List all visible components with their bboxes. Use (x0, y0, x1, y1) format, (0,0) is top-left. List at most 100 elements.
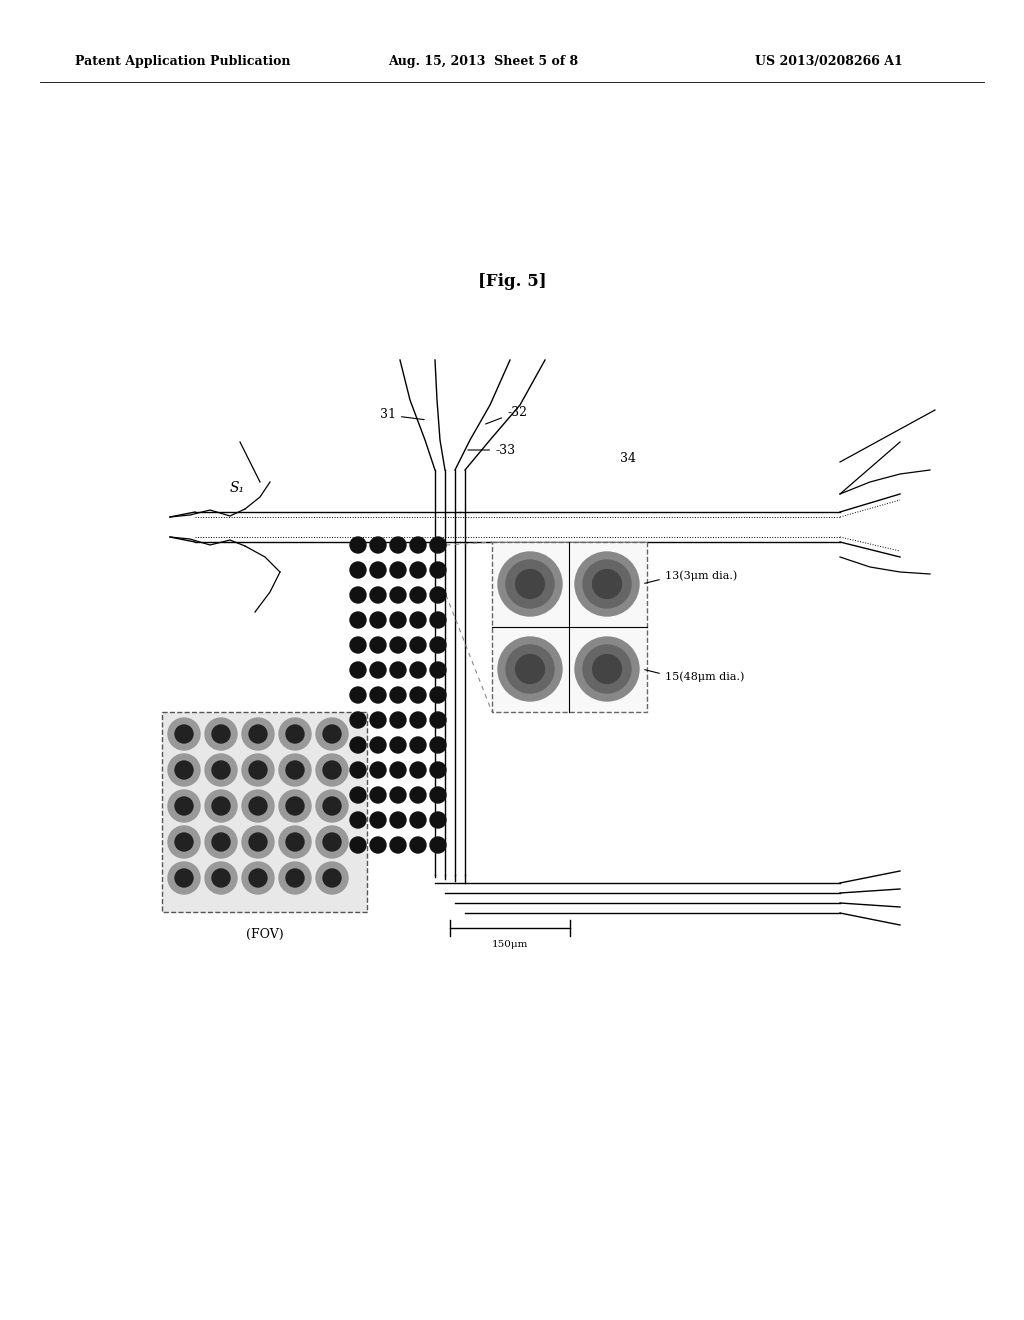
Circle shape (370, 612, 386, 628)
Circle shape (370, 686, 386, 704)
Circle shape (390, 837, 406, 853)
Circle shape (410, 711, 426, 729)
Circle shape (350, 737, 366, 752)
Circle shape (430, 663, 446, 678)
Text: -32: -32 (485, 405, 527, 424)
Circle shape (249, 833, 267, 851)
Circle shape (390, 663, 406, 678)
Circle shape (350, 562, 366, 578)
Circle shape (430, 638, 446, 653)
Circle shape (350, 537, 366, 553)
Circle shape (205, 718, 237, 750)
Circle shape (316, 826, 348, 858)
Circle shape (370, 587, 386, 603)
Circle shape (410, 686, 426, 704)
Circle shape (323, 725, 341, 743)
Circle shape (205, 754, 237, 785)
FancyBboxPatch shape (492, 543, 647, 711)
Circle shape (212, 869, 230, 887)
Circle shape (498, 552, 562, 616)
Circle shape (286, 762, 304, 779)
Circle shape (410, 787, 426, 803)
Circle shape (593, 570, 622, 598)
Text: (FOV): (FOV) (246, 928, 284, 941)
Circle shape (316, 789, 348, 822)
Text: 13(3μm dia.): 13(3μm dia.) (665, 570, 737, 581)
Text: [Fig. 5]: [Fig. 5] (477, 273, 547, 290)
Text: S₁: S₁ (230, 480, 245, 495)
Circle shape (286, 725, 304, 743)
Circle shape (205, 826, 237, 858)
Circle shape (242, 826, 274, 858)
Circle shape (249, 762, 267, 779)
Circle shape (593, 655, 622, 684)
Circle shape (212, 797, 230, 814)
Circle shape (350, 812, 366, 828)
Circle shape (168, 862, 200, 894)
Circle shape (370, 787, 386, 803)
Circle shape (350, 612, 366, 628)
Circle shape (316, 862, 348, 894)
Circle shape (370, 537, 386, 553)
Circle shape (350, 837, 366, 853)
Circle shape (390, 762, 406, 777)
Circle shape (316, 754, 348, 785)
Circle shape (390, 537, 406, 553)
Circle shape (370, 762, 386, 777)
Circle shape (390, 638, 406, 653)
Circle shape (370, 837, 386, 853)
Circle shape (370, 812, 386, 828)
Circle shape (242, 862, 274, 894)
Circle shape (410, 837, 426, 853)
Circle shape (279, 789, 311, 822)
Circle shape (430, 686, 446, 704)
Circle shape (175, 797, 193, 814)
Circle shape (390, 587, 406, 603)
Circle shape (390, 812, 406, 828)
Text: 150μm: 150μm (492, 940, 528, 949)
Circle shape (390, 686, 406, 704)
Circle shape (583, 645, 631, 693)
Circle shape (205, 862, 237, 894)
Circle shape (430, 737, 446, 752)
Circle shape (279, 754, 311, 785)
Circle shape (168, 718, 200, 750)
Circle shape (430, 787, 446, 803)
Circle shape (516, 570, 545, 598)
Circle shape (410, 537, 426, 553)
Circle shape (242, 789, 274, 822)
Text: Aug. 15, 2013  Sheet 5 of 8: Aug. 15, 2013 Sheet 5 of 8 (388, 55, 579, 69)
Circle shape (390, 711, 406, 729)
Circle shape (350, 638, 366, 653)
Circle shape (430, 612, 446, 628)
Text: Patent Application Publication: Patent Application Publication (75, 55, 291, 69)
Circle shape (575, 638, 639, 701)
Text: US 2013/0208266 A1: US 2013/0208266 A1 (755, 55, 903, 69)
Circle shape (430, 837, 446, 853)
Text: 31: 31 (380, 408, 424, 421)
Circle shape (249, 869, 267, 887)
Circle shape (370, 562, 386, 578)
Circle shape (583, 560, 631, 609)
Circle shape (430, 537, 446, 553)
Text: 34: 34 (620, 451, 636, 465)
Circle shape (249, 725, 267, 743)
Circle shape (506, 645, 554, 693)
Circle shape (350, 686, 366, 704)
Circle shape (350, 587, 366, 603)
Circle shape (279, 862, 311, 894)
Circle shape (279, 826, 311, 858)
Circle shape (430, 711, 446, 729)
Circle shape (286, 833, 304, 851)
Circle shape (175, 762, 193, 779)
Circle shape (168, 789, 200, 822)
Circle shape (323, 797, 341, 814)
Circle shape (370, 638, 386, 653)
Circle shape (430, 587, 446, 603)
Circle shape (390, 787, 406, 803)
Circle shape (242, 718, 274, 750)
Circle shape (410, 663, 426, 678)
Circle shape (175, 725, 193, 743)
Circle shape (286, 869, 304, 887)
Circle shape (242, 754, 274, 785)
